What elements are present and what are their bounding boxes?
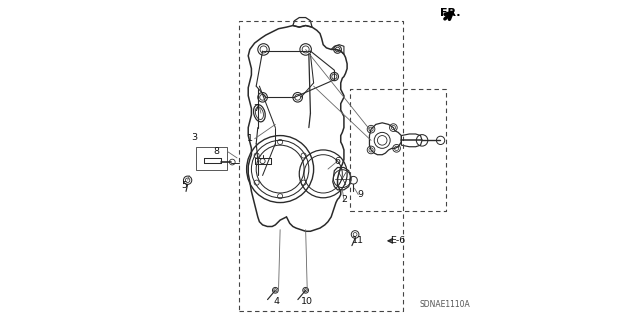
Text: 1: 1 <box>247 134 253 143</box>
Text: FR.: FR. <box>440 8 460 18</box>
Text: 11: 11 <box>352 236 364 245</box>
Text: E-6: E-6 <box>390 236 406 245</box>
Bar <box>196 147 227 170</box>
Text: 5: 5 <box>181 181 188 189</box>
Text: 7: 7 <box>253 104 259 113</box>
Text: 8: 8 <box>213 147 220 156</box>
Text: 2: 2 <box>341 195 347 204</box>
Text: 4: 4 <box>274 297 280 306</box>
Text: 10: 10 <box>301 297 313 306</box>
Text: SDNAE1110A: SDNAE1110A <box>419 300 470 309</box>
Text: 6: 6 <box>335 157 340 166</box>
Text: 9: 9 <box>357 190 363 199</box>
Text: 3: 3 <box>191 133 197 142</box>
